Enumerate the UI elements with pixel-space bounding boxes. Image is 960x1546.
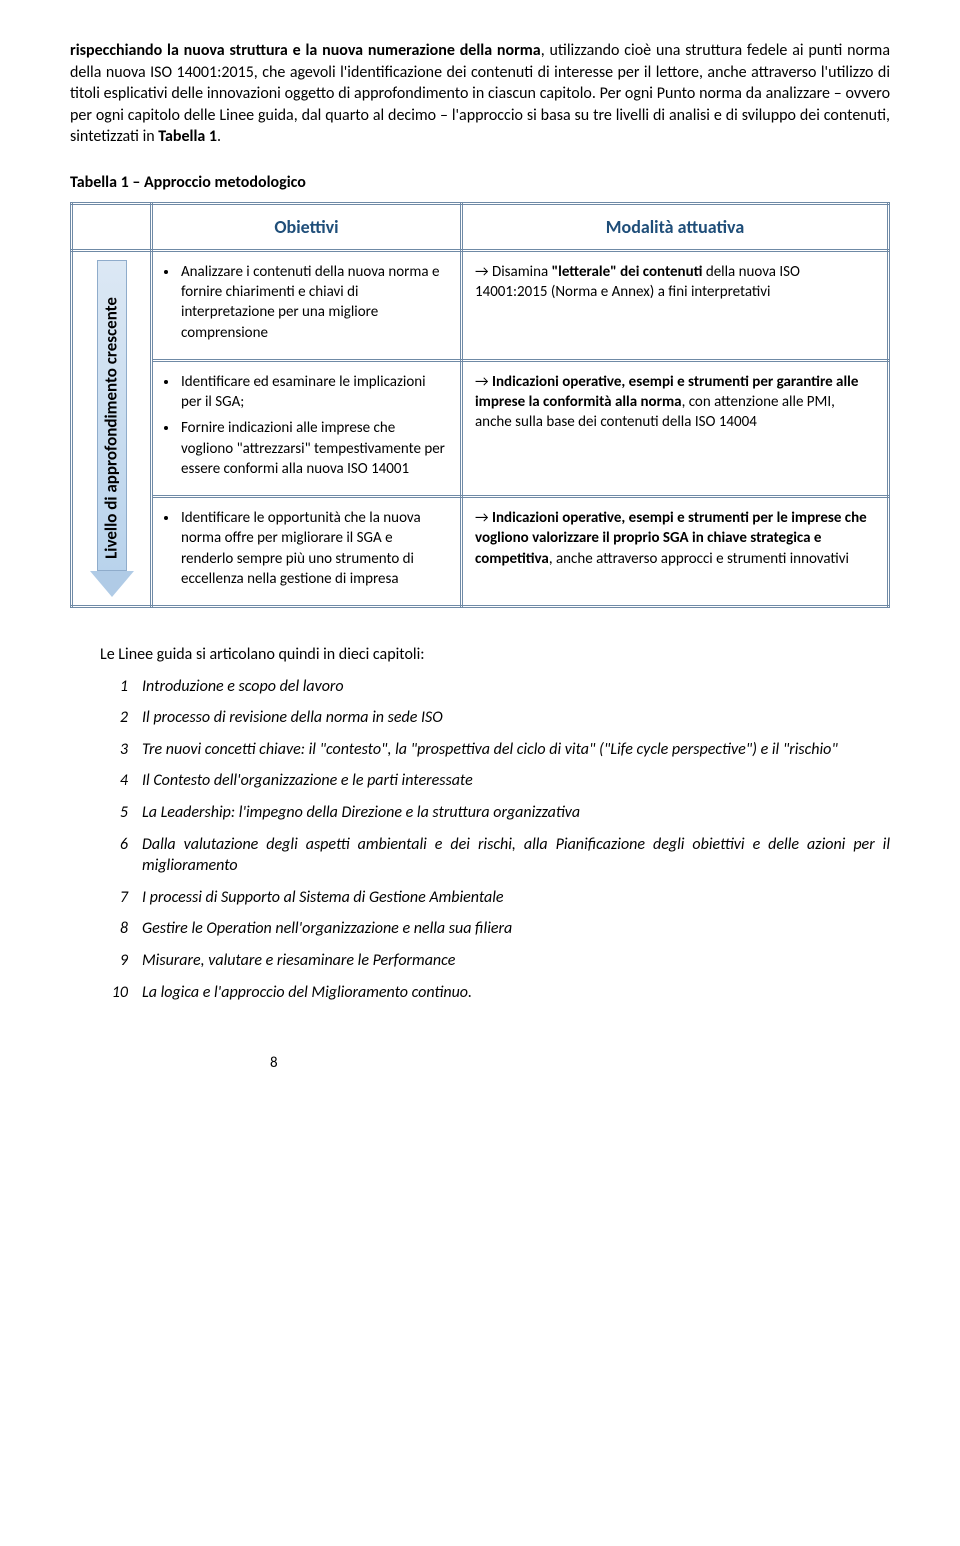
chapters-list: 1Introduzione e scopo del lavoro 2Il pro… — [100, 676, 890, 1004]
chapter-row: 9Misurare, valutare e riesaminare le Per… — [100, 950, 890, 972]
side-label: Livello di approfondimento crescente — [100, 298, 123, 560]
chapter-row: 6Dalla valutazione degli aspetti ambient… — [100, 834, 890, 877]
obj-item: Identificare ed esaminare le implicazion… — [179, 372, 448, 413]
header-empty — [72, 203, 152, 250]
obj-cell: Identificare ed esaminare le implicazion… — [152, 360, 462, 496]
chapter-row: 3Tre nuovi concetti chiave: il "contesto… — [100, 739, 890, 761]
table-header-row: Obiettivi Modalità attuativa — [72, 203, 889, 250]
table-row: Identificare le opportunità che la nuova… — [72, 497, 889, 607]
obj-item: Identificare le opportunità che la nuova… — [179, 508, 448, 589]
chapter-row: 10La logica e l'approccio del Migliorame… — [100, 982, 890, 1004]
header-modalita: Modalità attuativa — [462, 203, 889, 250]
obj-item: Analizzare i contenuti della nuova norma… — [179, 262, 448, 343]
obj-cell: Identificare le opportunità che la nuova… — [152, 497, 462, 607]
header-obiettivi: Obiettivi — [152, 203, 462, 250]
chapter-row: 2Il processo di revisione della norma in… — [100, 707, 890, 729]
mod-cell: → Indicazioni operative, esempi e strume… — [462, 360, 889, 496]
page-number: 8 — [270, 1053, 890, 1073]
chapter-row: 5La Leadership: l'impegno della Direzion… — [100, 802, 890, 824]
intro-paragraph: rispecchiando la nuova struttura e la nu… — [70, 40, 890, 148]
chapter-row: 7I processi di Supporto al Sistema di Ge… — [100, 887, 890, 909]
intro-highlight: rispecchiando la nuova struttura e la nu… — [70, 41, 541, 60]
intro-tail-bold: Tabella 1 — [158, 127, 217, 146]
intro-tail-after: . — [217, 127, 221, 146]
side-cell: Livello di approfondimento crescente — [72, 250, 152, 606]
mod-cell: → Indicazioni operative, esempi e strume… — [462, 497, 889, 607]
chapters-intro: Le Linee guida si articolano quindi in d… — [100, 644, 890, 666]
mod-cell: → Disamina "letterale" dei contenuti del… — [462, 250, 889, 360]
methodology-table: Obiettivi Modalità attuativa Livello di … — [70, 202, 890, 609]
table-caption: Tabella 1 – Approccio metodologico — [70, 172, 890, 194]
chapter-row: 4Il Contesto dell'organizzazione e le pa… — [100, 770, 890, 792]
obj-item: Fornire indicazioni alle imprese che vog… — [179, 418, 448, 479]
table-row: Identificare ed esaminare le implicazion… — [72, 360, 889, 496]
obj-cell: Analizzare i contenuti della nuova norma… — [152, 250, 462, 360]
chapter-row: 1Introduzione e scopo del lavoro — [100, 676, 890, 698]
chapter-row: 8Gestire le Operation nell'organizzazion… — [100, 918, 890, 940]
table-row: Livello di approfondimento crescente Ana… — [72, 250, 889, 360]
